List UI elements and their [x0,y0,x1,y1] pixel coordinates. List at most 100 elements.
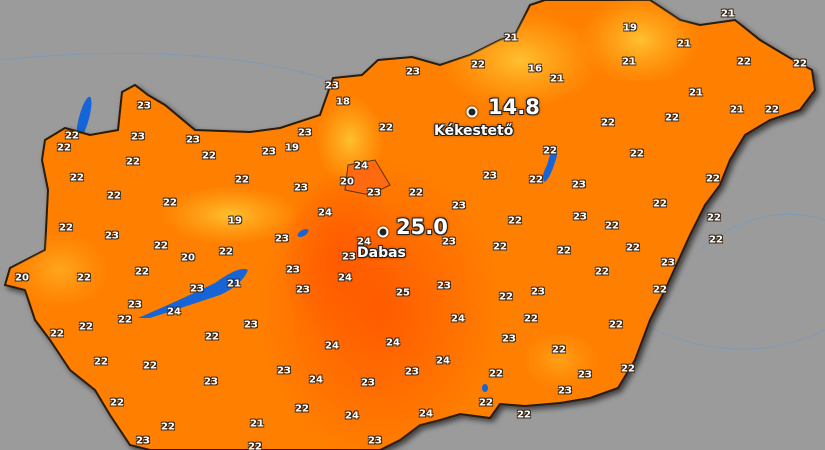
temperature-label: 24 [357,236,371,248]
temperature-label: 22 [161,421,175,433]
temperature-label: 22 [94,356,108,368]
temperature-label: 24 [386,337,400,349]
temperature-label: 22 [621,363,635,375]
temperature-label: 21 [677,38,691,50]
temperature-label: 21 [550,73,564,85]
temperature-label: 24 [451,313,465,325]
lake-balaton [138,268,248,318]
temperature-label: 18 [336,96,350,108]
temperature-label: 22 [489,368,503,380]
temperature-label: 22 [107,190,121,202]
temperature-label: 23 [573,211,587,223]
station-marker-kekesteto[interactable] [466,106,478,118]
temperature-label: 23 [578,369,592,381]
temperature-label: 22 [143,360,157,372]
temperature-label: 22 [471,59,485,71]
temperature-label: 24 [338,272,352,284]
temperature-label: 21 [689,87,703,99]
temperature-label: 22 [493,241,507,253]
temperature-label: 22 [529,174,543,186]
lake-neusiedl [76,96,92,140]
temperature-label: 23 [367,187,381,199]
temperature-label: 23 [186,134,200,146]
temperature-label: 23 [136,435,150,447]
temperature-label: 22 [70,172,84,184]
temperature-label: 23 [558,385,572,397]
temperature-label: 21 [250,418,264,430]
temperature-label: 22 [653,284,667,296]
temperature-label: 21 [504,32,518,44]
temperature-label: 23 [437,280,451,292]
temperature-label: 21 [622,56,636,68]
temperature-label: 16 [528,63,542,75]
temperature-label: 22 [626,242,640,254]
temperature-label: 21 [721,8,735,20]
temperature-label: 22 [77,272,91,284]
temperature-label: 22 [59,222,73,234]
temperature-label: 23 [405,366,419,378]
temperature-label: 22 [248,441,262,450]
temperature-label: 22 [499,291,513,303]
temperature-label: 23 [406,66,420,78]
temperature-label: 22 [57,142,71,154]
temperature-label: 22 [205,331,219,343]
station-value-dabas: 25.0 [396,215,448,239]
temperature-label: 22 [665,112,679,124]
temperature-label: 23 [452,200,466,212]
temperature-label: 23 [294,182,308,194]
temperature-label: 22 [65,130,79,142]
temperature-label: 22 [235,174,249,186]
temperature-label: 22 [605,220,619,232]
temperature-label: 22 [202,150,216,162]
temperature-label: 23 [131,131,145,143]
temperature-label: 22 [543,145,557,157]
temperature-label: 22 [409,187,423,199]
temperature-label: 23 [483,170,497,182]
temperature-label: 20 [181,252,195,264]
temperature-label: 22 [126,156,140,168]
temperature-label: 21 [227,278,241,290]
temperature-label: 19 [285,142,299,154]
temperature-label: 22 [379,122,393,134]
lake-small [482,384,488,392]
temperature-label: 23 [325,80,339,92]
temperature-label: 22 [601,117,615,129]
station-name-kekesteto: Kékestető [434,123,514,139]
temperature-label: 20 [340,176,354,188]
temperature-label: 22 [524,313,538,325]
temperature-label: 23 [502,333,516,345]
temperature-label: 25 [396,287,410,299]
temperature-label: 24 [318,207,332,219]
temperature-label: 23 [244,319,258,331]
temperature-label: 22 [552,344,566,356]
temperature-label: 23 [368,435,382,447]
temperature-label: 22 [557,245,571,257]
station-marker-dabas[interactable] [377,226,389,238]
temperature-label: 23 [442,236,456,248]
temperature-label: 22 [595,266,609,278]
lake-velence [297,229,309,237]
station-name-dabas: Dabas [357,245,406,261]
lake-tisza [542,148,557,182]
temperature-label: 22 [135,266,149,278]
temperature-label: 22 [219,246,233,258]
temperature-label: 22 [653,198,667,210]
temperature-label: 24 [354,160,368,172]
temperature-label: 19 [228,215,242,227]
temperature-label: 22 [508,215,522,227]
temperature-label: 24 [325,340,339,352]
temperature-label: 22 [79,321,93,333]
temperature-label: 22 [163,197,177,209]
temperature-label: 20 [15,272,29,284]
temperature-label: 22 [707,212,721,224]
temperature-label: 23 [361,377,375,389]
temperature-label: 23 [190,283,204,295]
temperature-label: 23 [204,376,218,388]
temperature-label: 23 [531,286,545,298]
temperature-label: 23 [298,127,312,139]
temperature-label: 23 [137,100,151,112]
temperature-label: 23 [262,146,276,158]
temperature-label: 19 [623,22,637,34]
temperature-label: 23 [275,233,289,245]
